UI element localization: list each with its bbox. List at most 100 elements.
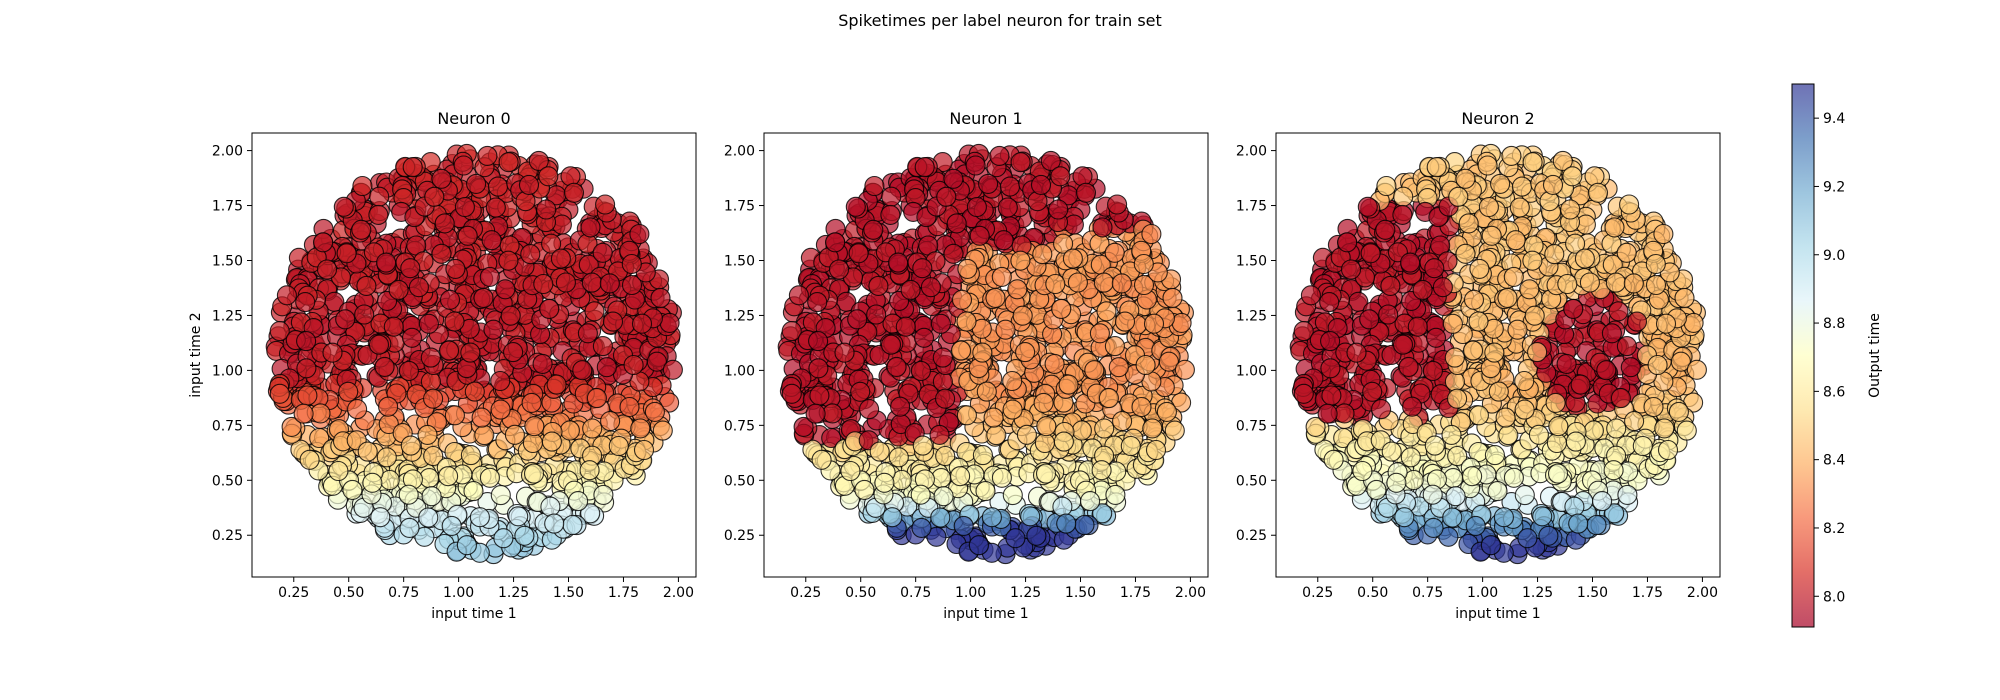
scatter-point: [1495, 407, 1516, 428]
scatter-point: [473, 287, 494, 308]
scatter-point: [1505, 230, 1526, 251]
scatter-point: [950, 466, 971, 487]
scatter-point: [1317, 403, 1338, 424]
scatter-point: [1007, 279, 1028, 300]
scatter-point: [1616, 242, 1637, 263]
scatter-point: [1624, 411, 1645, 432]
scatter-point: [1398, 356, 1419, 377]
scatter-point: [572, 360, 593, 381]
scatter-point: [1579, 272, 1600, 293]
scatter-point: [1030, 174, 1052, 195]
scatter-point: [1507, 319, 1528, 340]
scatter-point: [1050, 166, 1071, 187]
scatter-point: [808, 331, 829, 352]
scatter-point: [309, 427, 330, 449]
scatter-point: [293, 403, 314, 424]
scatter-point: [1444, 347, 1465, 368]
scatter-point: [965, 155, 986, 176]
scatter-point: [368, 334, 390, 355]
scatter-point: [562, 514, 583, 536]
scatter-point: [951, 289, 973, 310]
scatter-point: [1532, 506, 1553, 527]
scatter-point: [1676, 420, 1697, 441]
y-tick-label: 0.75: [724, 418, 755, 434]
scatter-point: [1484, 445, 1505, 466]
scatter-point: [1162, 287, 1183, 308]
scatter-point: [966, 196, 987, 218]
scatter-point: [1539, 191, 1560, 212]
scatter-point: [378, 396, 399, 417]
scatter-point: [619, 396, 640, 418]
scatter-point: [1468, 405, 1489, 426]
scatter-point: [1045, 273, 1066, 295]
scatter-point: [269, 383, 290, 404]
scatter-point: [1501, 145, 1522, 166]
scatter-point: [1620, 357, 1641, 378]
scatter-point: [793, 416, 814, 437]
scatter-point: [920, 277, 941, 298]
scatter-point: [1333, 427, 1354, 449]
scatter-point: [424, 186, 445, 207]
scatter-point: [438, 340, 460, 361]
scatter-point: [1360, 243, 1381, 264]
scatter-point: [1423, 517, 1444, 538]
y-tick-label: 0.50: [212, 473, 243, 489]
scatter-point: [1376, 175, 1397, 197]
x-tick-label: 1.00: [1467, 585, 1498, 601]
scatter-point: [1514, 399, 1535, 420]
scatter-point: [644, 401, 665, 422]
scatter-point: [1493, 507, 1514, 528]
scatter-point: [1012, 305, 1033, 326]
scatter-points: [1289, 143, 1707, 565]
axes-frame: [1275, 132, 1721, 578]
scatter-point: [1145, 439, 1167, 461]
x-tick-label: 0.50: [845, 585, 876, 601]
scatter-point: [1522, 250, 1543, 271]
scatter-point: [313, 232, 334, 253]
scatter-point: [1438, 526, 1459, 547]
x-tick-label: 0.25: [1302, 585, 1333, 601]
scatter-point: [362, 472, 383, 493]
scatter-point: [1447, 388, 1468, 409]
scatter-point: [434, 213, 455, 234]
y-tick-label: 1.50: [212, 253, 243, 269]
scatter-point: [1174, 359, 1195, 380]
scatter-point: [1158, 351, 1179, 372]
scatter-points: [265, 143, 683, 565]
scatter-point: [1108, 357, 1129, 378]
scatter-point: [1442, 313, 1463, 334]
x-tick-label: 1.25: [1522, 585, 1553, 601]
scatter-point: [1141, 223, 1162, 245]
scatter-point: [423, 445, 444, 467]
y-tick-label: 0.25: [212, 528, 243, 544]
scatter-point: [297, 385, 318, 406]
scatter-point: [479, 266, 500, 287]
scatter-point: [522, 432, 543, 454]
scatter-point: [1478, 196, 1499, 218]
scatter-point: [1032, 244, 1053, 265]
scatter-point: [880, 334, 902, 355]
scatter-point: [1164, 420, 1185, 441]
scatter-point: [1035, 463, 1057, 484]
scatter-point: [1402, 396, 1423, 417]
scatter-point: [1603, 460, 1624, 481]
scatter-point: [950, 340, 972, 361]
scatter-point: [296, 331, 317, 352]
scatter-point: [1334, 403, 1355, 424]
y-tick-label: 1.00: [724, 363, 755, 379]
scatter-point: [1425, 327, 1447, 348]
colorbar-frame: [1791, 83, 1815, 628]
scatter-point: [662, 359, 683, 380]
scatter-point: [1548, 416, 1569, 437]
scatter-point: [1015, 342, 1036, 363]
scatter-point: [1422, 360, 1443, 381]
scatter-point: [850, 381, 871, 402]
scatter-point: [868, 275, 889, 296]
scatter-point: [533, 273, 554, 295]
scatter-point: [807, 292, 828, 313]
scatter-point: [1583, 420, 1604, 441]
axes-frame: [251, 132, 697, 578]
scatter-point: [912, 258, 933, 279]
scatter-point: [646, 351, 667, 372]
